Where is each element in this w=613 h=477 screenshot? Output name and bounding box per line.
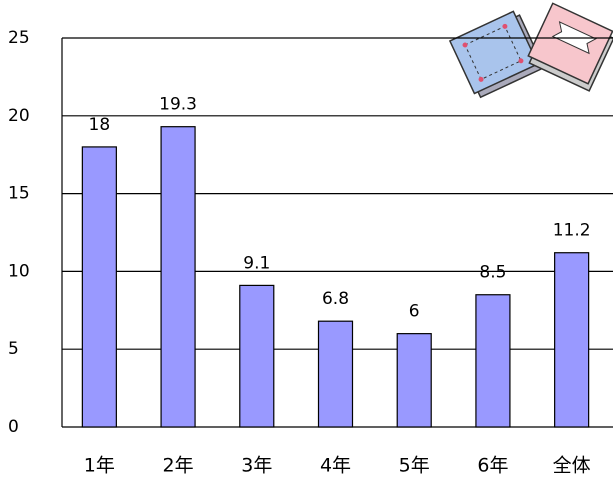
x-tick-label: 5年 [399,455,430,477]
bar [81,146,117,428]
bar [160,126,196,428]
data-label: 6 [409,302,420,322]
x-tick-label: 1年 [84,455,115,477]
bar [475,294,511,428]
x-tick-label: 4年 [320,455,351,477]
data-label: 11.2 [553,221,591,241]
y-tick-label: 5 [8,339,19,359]
data-label: 9.1 [243,253,270,273]
books-illustration [448,2,613,99]
x-tick-label: 6年 [477,455,508,477]
data-label: 8.5 [479,263,506,283]
data-label: 18 [89,115,111,135]
bar [239,284,275,428]
y-tick-label: 10 [8,261,30,281]
bar [396,333,432,428]
bar [317,320,354,428]
bar [554,252,590,428]
x-tick-label: 3年 [241,455,272,477]
x-tick-label: 2年 [163,455,194,477]
x-tick-label: 全体 [553,455,591,477]
y-tick-label: 0 [8,417,19,437]
y-tick-label: 25 [8,28,30,48]
y-tick-label: 15 [8,184,30,204]
data-label: 19.3 [159,95,197,115]
data-label: 6.8 [322,289,349,309]
y-tick-label: 20 [8,106,30,126]
